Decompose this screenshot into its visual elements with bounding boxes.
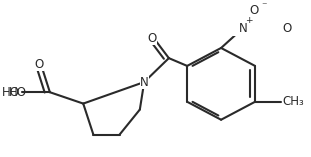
Text: O: O [148,32,157,46]
Text: O: O [249,4,258,17]
Text: N: N [239,22,247,35]
Text: O: O [35,58,44,71]
Text: O: O [283,22,292,35]
Text: +: + [245,16,253,25]
Text: N: N [140,76,149,89]
Text: HO: HO [1,86,19,99]
Text: ⁻: ⁻ [261,2,266,12]
Text: HO: HO [9,86,27,99]
Text: CH₃: CH₃ [283,95,304,108]
